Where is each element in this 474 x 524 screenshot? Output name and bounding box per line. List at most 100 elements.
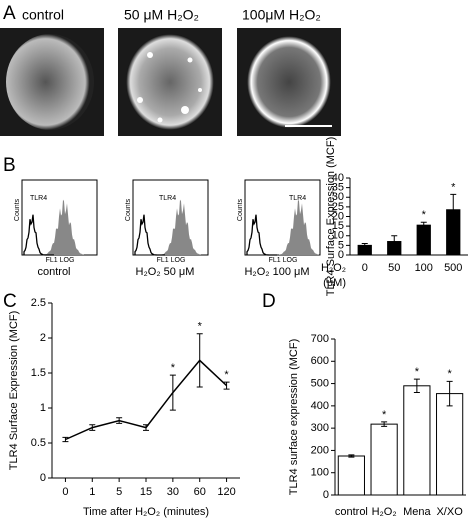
significance-marker: * [415, 366, 420, 378]
histogram-caption: H₂O₂ 50 μM [136, 266, 195, 278]
y-tick-label: 40 [332, 172, 344, 184]
y-tick-label: 0 [338, 249, 344, 261]
x-tick-label: 100 [415, 262, 433, 274]
y-tick-label: 0 [323, 489, 329, 501]
y-tick-label: 15 [332, 220, 344, 232]
control-histogram [246, 214, 277, 256]
y-tick-label: 300 [311, 422, 329, 434]
x-axis-label: (μM) [323, 277, 346, 289]
histogram-y-label: Counts [125, 198, 132, 221]
error-bar [413, 378, 420, 393]
x-tick-label: 60 [194, 486, 206, 498]
x-tick-label: 120 [217, 486, 235, 498]
x-tick-label: 5 [116, 486, 122, 498]
error-bar [450, 193, 457, 226]
control-histogram [23, 214, 54, 256]
significance-marker: * [447, 368, 452, 380]
y-tick-label: 5 [338, 239, 344, 251]
y-tick-label: 200 [311, 444, 329, 456]
histogram-x-label: FL1 LOG [157, 257, 186, 264]
y-tick-label: 25 [332, 201, 344, 213]
marker-label: TLR4 [159, 195, 176, 202]
histogram-x-label: FL1 LOG [269, 257, 298, 264]
error-bar [446, 380, 453, 407]
significance-marker: * [382, 409, 387, 421]
cell [6, 34, 94, 130]
error-bar [348, 454, 355, 458]
y-axis-label: TLR4 surface expression (MCF) [288, 339, 300, 496]
y-tick-label: 35 [332, 182, 344, 194]
x-tick-label: 50 [388, 262, 400, 274]
error-bar [381, 421, 388, 427]
significance-marker: * [422, 209, 427, 221]
tlr4-histogram [44, 199, 84, 255]
x-tick-label: H₂O₂ [372, 506, 397, 518]
histogram-y-label: Counts [237, 198, 244, 221]
significance-marker: * [451, 181, 456, 193]
control-histogram [134, 214, 165, 256]
y-tick-label: 2 [40, 332, 46, 344]
bar [337, 455, 365, 496]
error-bar [116, 417, 123, 424]
image-caption: 100μM H₂O₂ [242, 7, 321, 23]
x-tick-label: 0 [362, 262, 368, 274]
marker-label: TLR4 [30, 195, 47, 202]
x-axis-label: Time after H₂O₂ (minutes) [83, 506, 209, 518]
image-caption: 50 μM H₂O₂ [124, 7, 199, 23]
significance-marker: * [224, 369, 229, 381]
x-tick-label: 15 [140, 486, 152, 498]
tlr4-histogram [279, 199, 319, 255]
error-bar [169, 374, 176, 411]
y-tick-label: 1 [40, 402, 46, 414]
histogram-caption: control [37, 266, 70, 278]
y-tick-label: 0 [40, 472, 46, 484]
y-tick-label: 0.5 [31, 437, 46, 449]
axis [51, 303, 240, 479]
x-tick-label: Mena [403, 506, 431, 518]
histogram-y-label: Counts [14, 198, 21, 221]
panel-label: B [3, 155, 16, 176]
error-bar [223, 381, 230, 390]
error-bar [89, 424, 96, 431]
y-tick-label: 1.5 [31, 367, 46, 379]
y-tick-label: 2.5 [31, 297, 46, 309]
y-tick-label: 100 [311, 467, 329, 479]
x-tick-label: 500 [444, 262, 462, 274]
error-bar [391, 235, 398, 248]
cell [247, 36, 331, 128]
y-tick-label: 600 [311, 355, 329, 367]
cell [126, 34, 214, 130]
x-tick-label: X/XO [436, 506, 463, 518]
bar [370, 423, 398, 496]
x-axis-label: H₂O₂ [321, 262, 346, 274]
image-caption: control [22, 7, 64, 23]
y-tick-label: 20 [332, 210, 344, 222]
bright-spots [137, 52, 202, 123]
y-axis-label: TLR4 Surface Expression (MCF) [325, 137, 337, 297]
error-bar [62, 436, 69, 443]
y-tick-label: 30 [332, 191, 344, 203]
error-bar [361, 242, 368, 248]
histogram-caption: H₂O₂ 100 μM [244, 266, 309, 278]
x-tick-label: 0 [62, 486, 68, 498]
y-axis-label: TLR4 Surface Expression (MCF) [8, 311, 20, 471]
error-bar [196, 333, 203, 388]
marker-label: TLR4 [289, 195, 306, 202]
panel-label: D [262, 291, 276, 312]
bar [436, 393, 464, 496]
significance-marker: * [171, 362, 176, 374]
tlr4-histogram [161, 199, 201, 255]
bar [403, 385, 431, 496]
x-tick-label: control [335, 506, 368, 518]
panel-label: C [3, 291, 17, 312]
y-tick-label: 10 [332, 230, 344, 242]
significance-marker: * [198, 321, 203, 333]
bar [416, 224, 431, 256]
histogram-x-label: FL1 LOG [46, 257, 75, 264]
x-tick-label: 1 [89, 486, 95, 498]
y-tick-label: 700 [311, 333, 329, 345]
x-tick-label: 30 [167, 486, 179, 498]
y-tick-label: 500 [311, 377, 329, 389]
error-bar [143, 424, 149, 431]
